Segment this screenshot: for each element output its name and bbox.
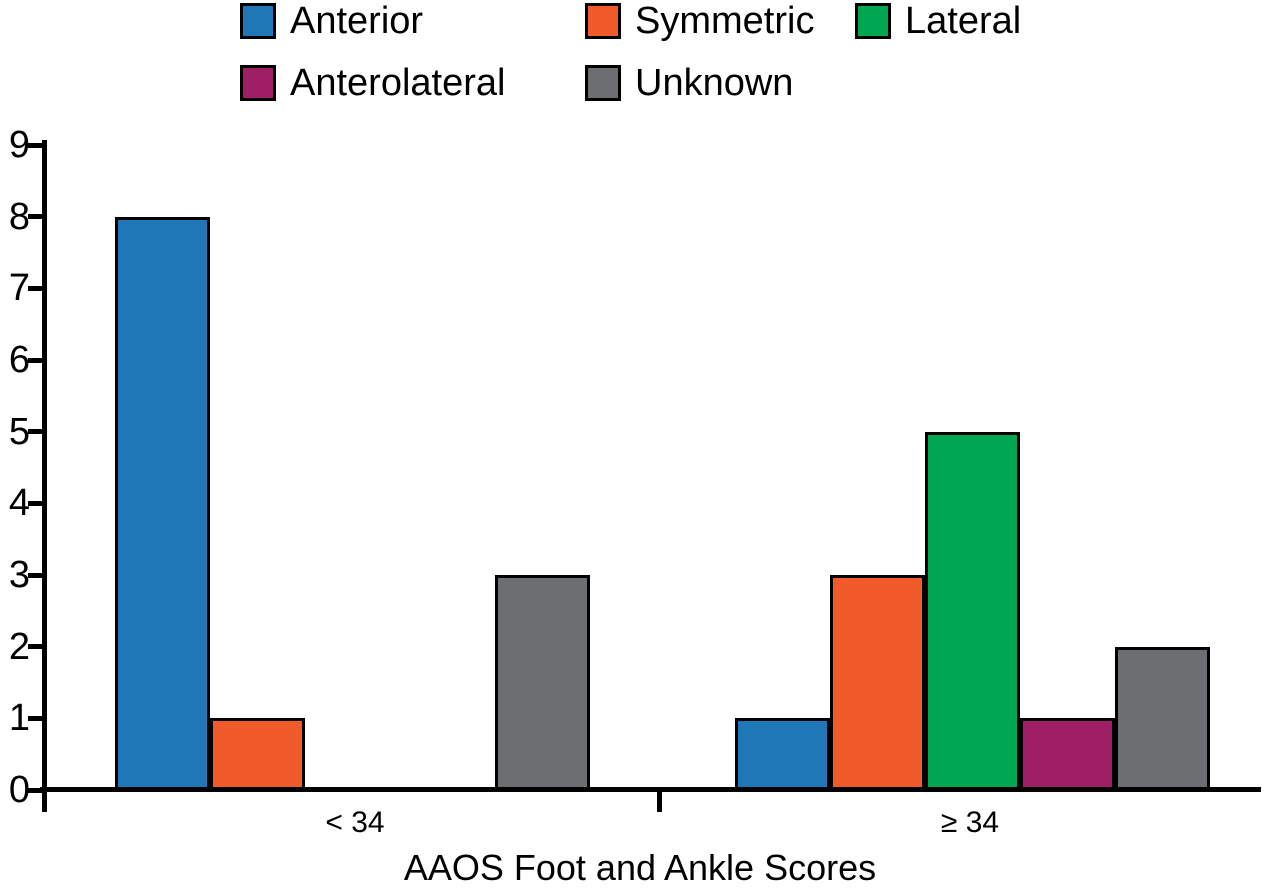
y-tick-label-0: 0	[8, 769, 30, 811]
bar-unknown-group2	[1115, 647, 1210, 790]
y-tick-label-2: 2	[8, 625, 30, 668]
bar-symmetric-group1	[210, 718, 305, 790]
legend-item-anterolateral: Anterolateral	[240, 64, 505, 102]
y-tick-label-8: 8	[8, 195, 30, 238]
legend-label-anterolateral: Anterolateral	[290, 62, 506, 104]
plot-area: 0 1 2 3 4 5 6 7 8 9	[9, 126, 1260, 809]
x-axis-group-divider-tick	[657, 790, 662, 812]
y-tick-3	[28, 572, 45, 578]
legend-item-unknown: Unknown	[585, 64, 793, 102]
legend-item-symmetric: Symmetric	[585, 2, 814, 40]
legend-label-unknown: Unknown	[635, 62, 794, 104]
y-tick-label-7: 7	[8, 267, 30, 310]
legend-label-anterior: Anterior	[290, 0, 424, 42]
y-tick-8	[28, 214, 45, 220]
legend-swatch-symmetric	[585, 3, 621, 39]
legend-swatch-anterior	[240, 3, 276, 39]
x-axis-line	[40, 787, 1261, 792]
y-tick-0	[28, 787, 45, 793]
y-tick-2	[28, 644, 45, 650]
legend-swatch-anterolateral	[240, 65, 276, 101]
bar-lateral-group2	[925, 432, 1020, 790]
y-tick-5	[28, 429, 45, 435]
y-tick-label-6: 6	[8, 339, 30, 381]
legend-item-lateral: Lateral	[855, 2, 1021, 40]
bar-anterior-group2	[735, 718, 830, 790]
y-tick-1	[28, 715, 45, 721]
bar-anterolateral-group2	[1020, 718, 1115, 790]
legend-label-lateral: Lateral	[905, 0, 1022, 42]
y-tick-7	[28, 285, 45, 291]
y-tick-label-5: 5	[8, 410, 30, 453]
legend-swatch-lateral	[855, 3, 891, 39]
bar-unknown-group1	[495, 575, 590, 790]
legend-swatch-unknown	[585, 65, 621, 101]
bar-anterior-group1	[115, 217, 210, 790]
y-tick-label-4: 4	[8, 482, 30, 525]
category-label-gte-34: ≥ 34	[940, 806, 1000, 839]
y-axis-line	[42, 140, 47, 812]
bar-symmetric-group2	[830, 575, 925, 790]
y-tick-label-3: 3	[8, 554, 30, 596]
y-tick-9	[28, 142, 45, 148]
x-axis-title: AAOS Foot and Ankle Scores	[403, 847, 877, 888]
y-tick-6	[28, 357, 45, 363]
y-tick-label-9: 9	[8, 124, 30, 166]
y-tick-4	[28, 500, 45, 506]
legend-item-anterior: Anterior	[240, 2, 423, 40]
category-label-lt-34: < 34	[325, 806, 385, 839]
legend-label-symmetric: Symmetric	[635, 0, 815, 42]
y-tick-label-1: 1	[8, 697, 30, 740]
